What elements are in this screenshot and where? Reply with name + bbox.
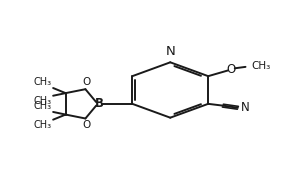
Text: O: O	[82, 77, 90, 87]
Text: CH₃: CH₃	[34, 120, 52, 130]
Text: O: O	[227, 63, 236, 76]
Text: CH₃: CH₃	[34, 96, 52, 106]
Text: O: O	[82, 120, 90, 130]
Text: CH₃: CH₃	[251, 61, 270, 71]
Text: CH₃: CH₃	[34, 101, 52, 111]
Text: N: N	[165, 45, 175, 58]
Text: N: N	[241, 101, 250, 114]
Text: CH₃: CH₃	[34, 77, 52, 87]
Text: B: B	[95, 97, 103, 110]
